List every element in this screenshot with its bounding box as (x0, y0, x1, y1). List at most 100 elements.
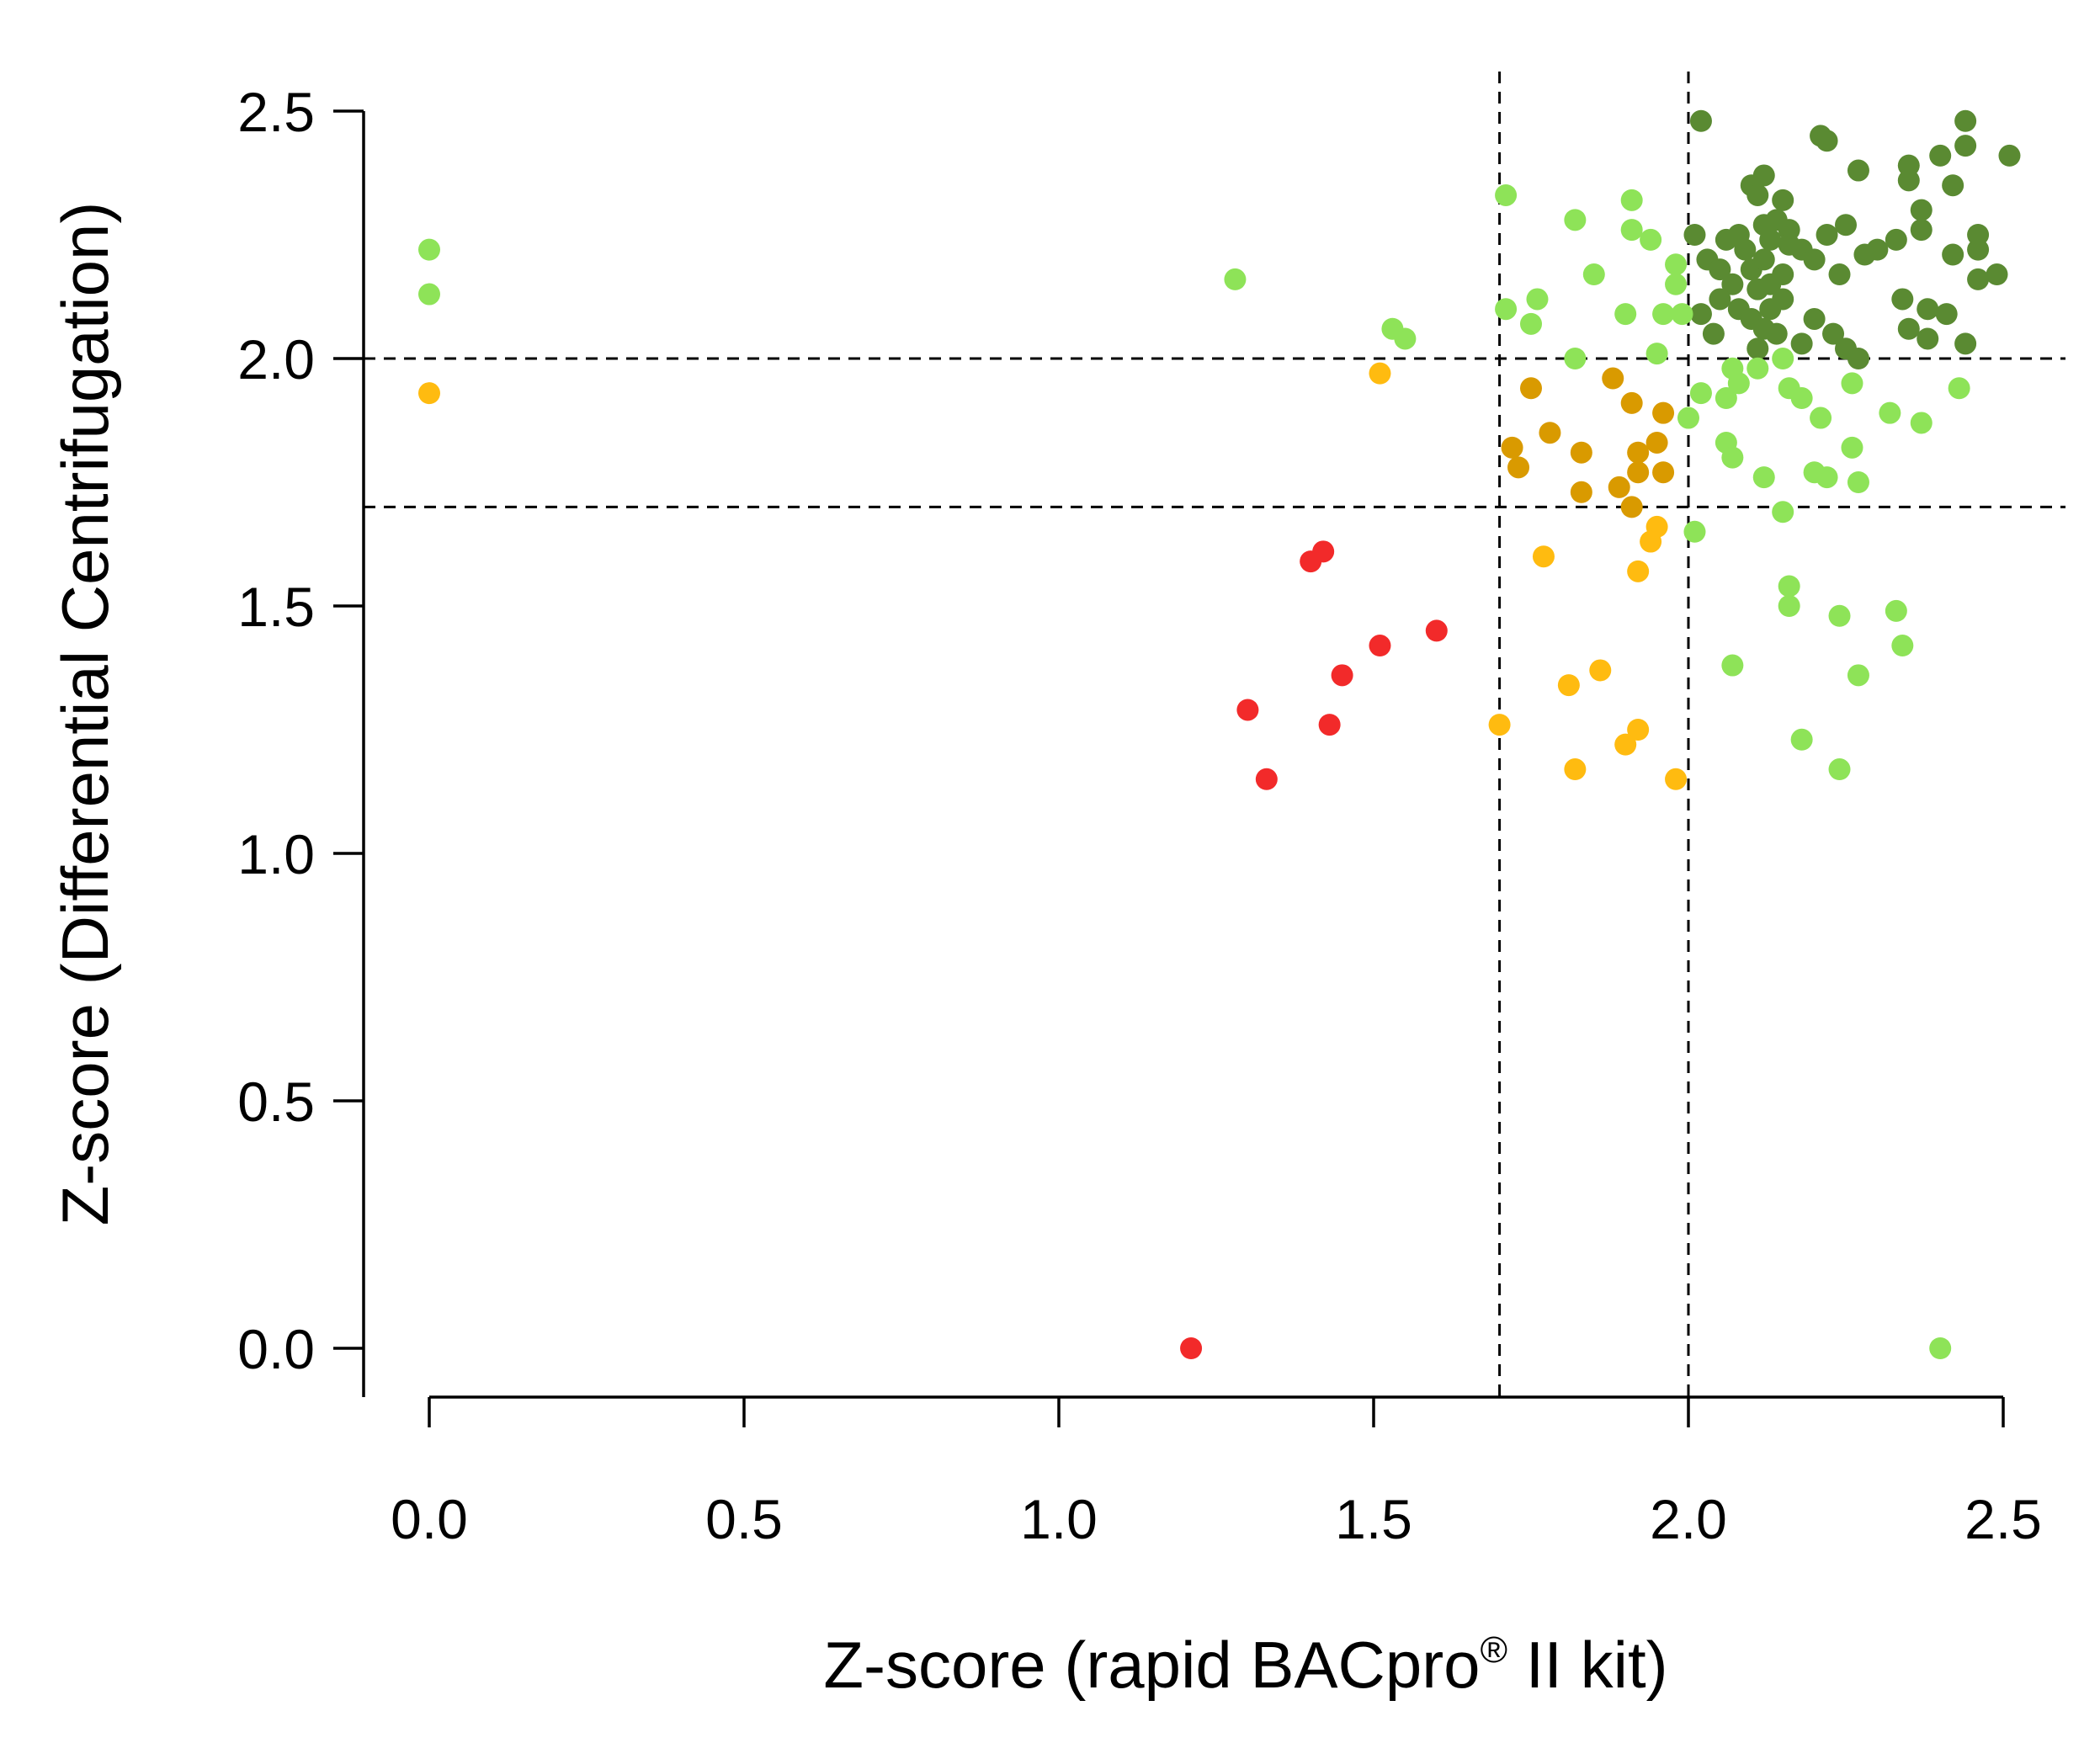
data-point (1835, 214, 1857, 236)
data-point (1910, 219, 1933, 242)
data-point (1645, 431, 1668, 454)
series-group (418, 183, 1970, 1359)
data-point (1828, 758, 1851, 781)
data-point (1683, 520, 1706, 543)
y-axis-label: Z-score (Differential Centrifugation) (48, 202, 122, 1226)
data-point (1721, 357, 1744, 380)
data-point (1866, 238, 1889, 261)
data-point (1891, 635, 1914, 657)
data-point (1709, 288, 1731, 311)
data-point (1520, 377, 1542, 400)
data-point (1564, 209, 1587, 231)
data-point (1885, 599, 1907, 622)
data-point (1816, 466, 1838, 489)
data-point (1752, 248, 1775, 271)
data-point (1236, 699, 1259, 721)
data-point (1721, 446, 1744, 469)
y-tick-label: 0.0 (237, 1318, 315, 1380)
data-point (1841, 372, 1863, 395)
data-point (1318, 714, 1341, 736)
data-point (1778, 233, 1800, 256)
x-tick-label: 2.0 (1650, 1488, 1727, 1550)
data-point (1746, 357, 1769, 380)
data-point (1879, 401, 1901, 424)
data-point (1828, 604, 1851, 627)
data-point (1942, 174, 1964, 197)
data-point (1847, 348, 1869, 369)
data-point (1816, 130, 1838, 152)
y-tick-label: 2.0 (237, 328, 315, 391)
data-point (1564, 348, 1587, 369)
x-axis-label: Z-score (rapid BACpro® II kit) (823, 1628, 1667, 1702)
data-point (1790, 387, 1813, 410)
data-point (1942, 243, 1964, 266)
x-axis-label-main: Z-score (rapid BACpro (823, 1628, 1480, 1702)
x-tick-label: 2.5 (1964, 1488, 2042, 1550)
data-point (1847, 159, 1869, 182)
data-point (1885, 228, 1907, 251)
data-point (1897, 169, 1920, 192)
data-point (1665, 768, 1688, 790)
data-point (1778, 595, 1800, 617)
data-point (1803, 248, 1826, 271)
x-tick-label: 0.5 (705, 1488, 783, 1550)
data-point (1709, 258, 1731, 281)
data-point (1224, 268, 1247, 290)
data-point (1671, 303, 1693, 326)
data-point (1620, 391, 1643, 414)
data-point (1765, 322, 1788, 345)
data-point (1627, 560, 1650, 582)
data-point (1948, 377, 1970, 400)
data-point (1954, 332, 1977, 355)
data-point (1734, 238, 1757, 261)
data-point (418, 382, 440, 405)
data-point (1772, 263, 1794, 286)
data-point (1929, 144, 1952, 167)
y-tick-label: 1.5 (237, 576, 315, 638)
data-point (1790, 332, 1813, 355)
series-group (1501, 367, 1675, 518)
data-point (1822, 322, 1845, 345)
data-point (418, 238, 440, 261)
data-point (1910, 199, 1933, 221)
y-tick-label: 2.5 (237, 81, 315, 143)
data-point (1689, 109, 1712, 132)
data-point (1803, 307, 1826, 330)
data-point (1746, 183, 1769, 206)
data-point (1620, 189, 1643, 211)
data-point (1488, 714, 1511, 736)
series-group (1180, 540, 1448, 1359)
data-point (1602, 367, 1624, 390)
data-point (1652, 303, 1675, 326)
data-point (1810, 407, 1832, 429)
data-point (1759, 228, 1782, 251)
data-point (1614, 733, 1637, 756)
data-point (1828, 263, 1851, 286)
series-group (418, 362, 1688, 790)
data-point (1683, 224, 1706, 246)
data-point (1772, 288, 1794, 311)
data-point (1998, 144, 2021, 167)
data-point (1369, 362, 1391, 385)
data-point (1841, 436, 1863, 459)
data-points (418, 109, 2021, 1359)
data-point (418, 283, 440, 306)
data-point (1180, 1337, 1203, 1359)
data-point (1772, 348, 1794, 369)
data-point (1394, 327, 1417, 350)
data-point (1772, 189, 1794, 211)
data-point (1300, 550, 1322, 573)
x-tick-label: 1.0 (1020, 1488, 1098, 1550)
data-point (1954, 109, 1977, 132)
data-point (1746, 337, 1769, 360)
data-point (1986, 263, 2008, 286)
x-tick-label: 0.0 (391, 1488, 468, 1550)
data-point (1589, 659, 1612, 682)
data-point (1425, 619, 1448, 642)
data-point (1778, 575, 1800, 598)
data-point (1752, 466, 1775, 489)
data-point (1746, 278, 1769, 300)
data-point (1677, 407, 1699, 429)
data-point (1608, 476, 1630, 498)
